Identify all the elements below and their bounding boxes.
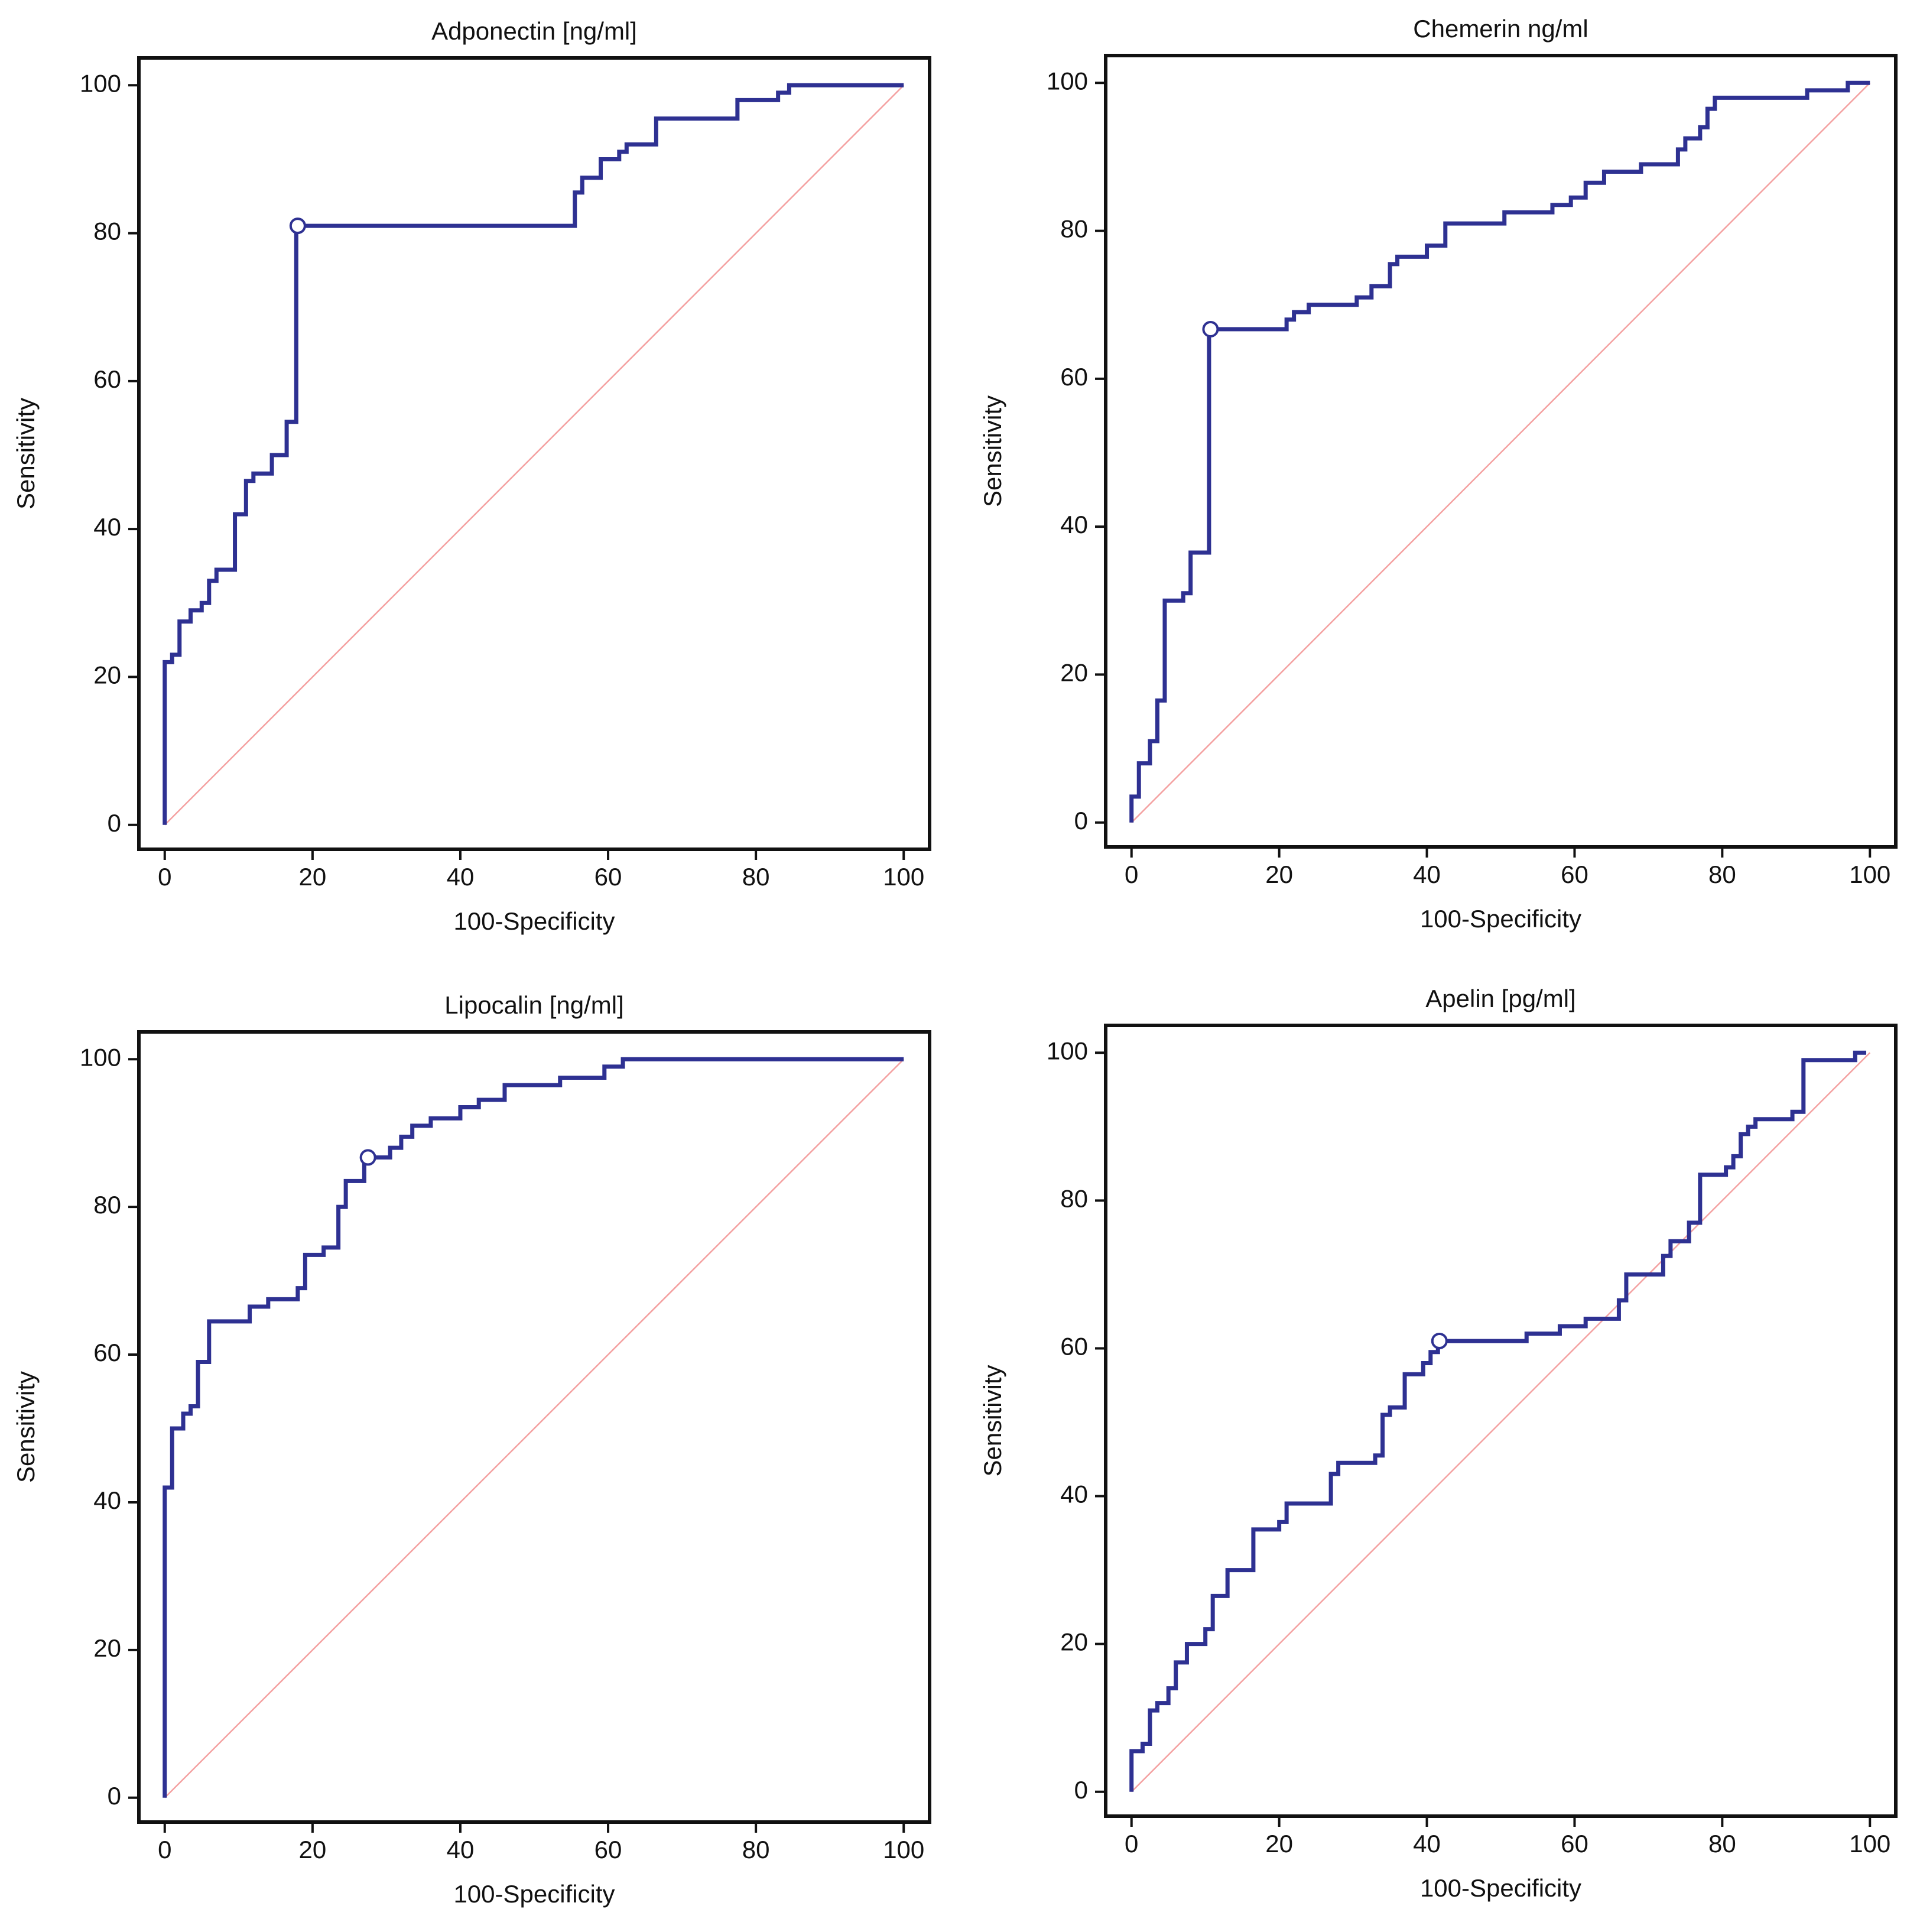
y-tick-label: 0 — [108, 809, 121, 837]
reference-line — [1130, 82, 1871, 823]
x-tick-label: 20 — [299, 1836, 327, 1863]
plot-frame — [137, 56, 931, 851]
plot-frame — [1104, 1024, 1898, 1818]
x-tick-label: 0 — [1125, 1830, 1138, 1858]
y-tick-label: 0 — [1074, 1776, 1088, 1804]
x-axis-label: 100-Specificity — [453, 907, 615, 935]
plot-frame — [137, 1030, 931, 1824]
x-tick-label: 0 — [1125, 861, 1138, 888]
roc-chart: Apelin [pg/ml] 100-Specificity Sensitivity… — [979, 985, 1898, 1902]
x-tick-label: 80 — [742, 1836, 770, 1863]
y-axis-label: Sensitivity — [12, 1371, 40, 1483]
x-tick-label: 100 — [883, 863, 924, 891]
x-tick-label: 20 — [1265, 1830, 1293, 1858]
roc-chart: Adponectin [ng/ml] 100-Specificity Sensiti… — [12, 17, 931, 935]
x-tick-label: 100 — [883, 1836, 924, 1863]
cutoff-point — [1202, 321, 1219, 338]
y-tick-label: 0 — [1074, 807, 1088, 835]
y-tick-label: 80 — [1060, 1184, 1088, 1212]
x-tick-label: 60 — [594, 863, 622, 891]
roc-curve — [163, 1057, 904, 1798]
x-tick-label: 0 — [158, 863, 171, 891]
y-tick-label: 40 — [1060, 1480, 1088, 1508]
x-axis-label: 100-Specificity — [1420, 1874, 1581, 1902]
y-tick-label: 100 — [80, 1043, 121, 1071]
x-tick-label: 40 — [447, 1836, 475, 1863]
chart-title: Adponectin [ng/ml] — [431, 17, 637, 45]
y-tick-label: 20 — [1060, 659, 1088, 687]
x-tick-label: 100 — [1849, 861, 1890, 888]
chart-title: Apelin [pg/ml] — [1425, 985, 1575, 1012]
y-tick-label: 100 — [1047, 67, 1088, 95]
reference-line — [164, 85, 905, 826]
chart-title: Lipocalin [ng/ml] — [444, 991, 624, 1019]
x-tick-label: 80 — [1708, 1830, 1736, 1858]
roc-chart: Chemerin ng/ml 100-Specificity Sensitivity… — [979, 15, 1898, 933]
x-tick-label: 0 — [158, 1836, 171, 1863]
cutoff-point — [1431, 1332, 1448, 1349]
y-tick-label: 0 — [108, 1782, 121, 1810]
x-tick-label: 40 — [1413, 1830, 1441, 1858]
cutoff-point — [289, 217, 306, 235]
reference-line — [1130, 1052, 1871, 1793]
y-tick-label: 60 — [1060, 363, 1088, 391]
y-tick-label: 60 — [93, 365, 121, 393]
y-axis-label: Sensitivity — [979, 395, 1006, 507]
x-tick-label: 60 — [1561, 1830, 1588, 1858]
y-tick-label: 40 — [1060, 511, 1088, 538]
y-tick-label: 40 — [93, 513, 121, 541]
plot-frame — [1104, 54, 1898, 849]
y-tick-label: 40 — [93, 1486, 121, 1514]
x-tick-label: 80 — [1708, 861, 1736, 888]
x-tick-label: 40 — [1413, 861, 1441, 888]
x-axis-label: 100-Specificity — [1420, 905, 1581, 933]
y-tick-label: 100 — [80, 69, 121, 97]
y-tick-label: 20 — [93, 661, 121, 689]
chart-title: Chemerin ng/ml — [1413, 15, 1588, 43]
x-tick-label: 60 — [1561, 861, 1588, 888]
x-tick-label: 60 — [594, 1836, 622, 1863]
cutoff-point — [359, 1149, 376, 1166]
x-tick-label: 20 — [299, 863, 327, 891]
x-tick-label: 20 — [1265, 861, 1293, 888]
y-tick-label: 20 — [93, 1634, 121, 1662]
roc-curve — [163, 83, 904, 825]
roc-curve — [1129, 80, 1870, 823]
x-tick-label: 100 — [1849, 1830, 1890, 1858]
y-axis-label: Sensitivity — [979, 1365, 1006, 1476]
reference-line — [164, 1058, 905, 1798]
x-tick-label: 40 — [447, 863, 475, 891]
y-tick-label: 80 — [93, 217, 121, 245]
y-tick-label: 80 — [1060, 215, 1088, 243]
y-axis-label: Sensitivity — [12, 398, 40, 509]
roc-chart: Lipocalin [ng/ml] 100-Specificity Sensitiv… — [12, 991, 931, 1908]
y-tick-label: 80 — [93, 1191, 121, 1219]
x-tick-label: 80 — [742, 863, 770, 891]
roc-curve — [1129, 1050, 1867, 1792]
y-tick-label: 100 — [1047, 1037, 1088, 1064]
y-tick-label: 60 — [1060, 1333, 1088, 1360]
x-axis-label: 100-Specificity — [453, 1880, 615, 1908]
y-tick-label: 20 — [1060, 1628, 1088, 1656]
y-tick-label: 60 — [93, 1339, 121, 1366]
